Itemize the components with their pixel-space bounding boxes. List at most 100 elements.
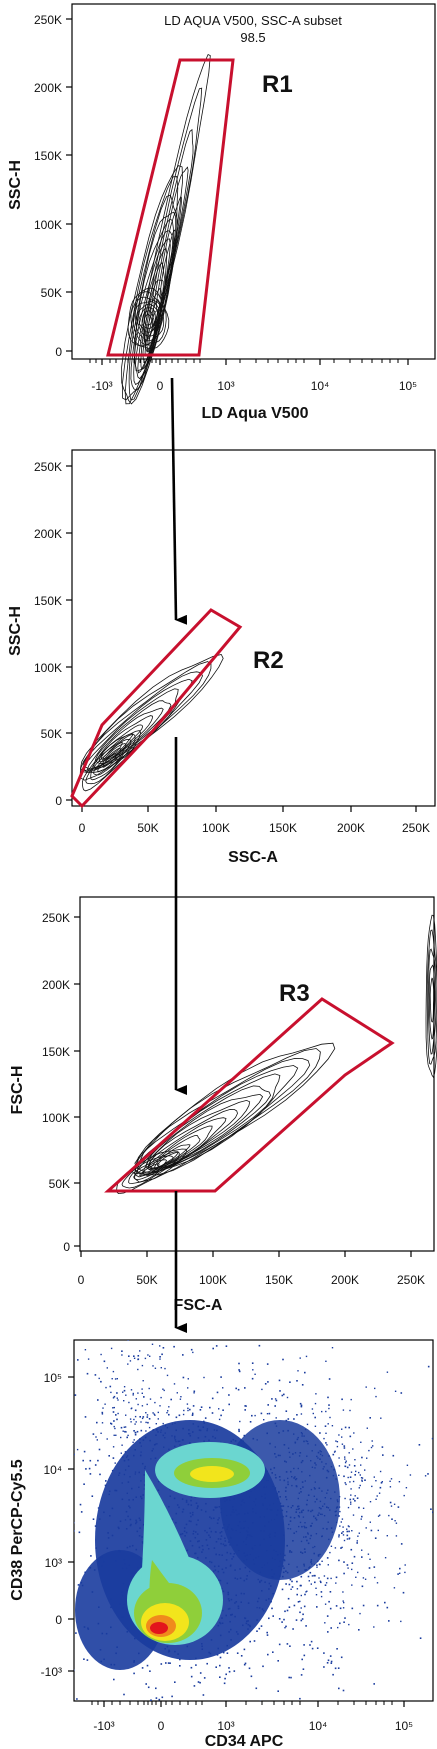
density-point	[127, 1434, 129, 1437]
y-tick-label: 50K	[41, 727, 62, 741]
density-point	[74, 1453, 75, 1456]
density-point	[299, 1323, 301, 1325]
density-point	[191, 1414, 194, 1416]
density-point	[94, 1374, 97, 1376]
y-tick-label: 10³	[45, 1556, 62, 1570]
y-tick-label: 250K	[34, 460, 62, 474]
density-point	[350, 1471, 353, 1473]
density-point	[180, 1707, 182, 1709]
y-tick-label: 10⁴	[43, 1463, 62, 1477]
density-point	[82, 1726, 84, 1728]
density-point	[228, 1670, 231, 1673]
density-point	[301, 1658, 303, 1661]
density-point	[128, 1401, 130, 1404]
density-point	[145, 1683, 147, 1685]
density-point	[339, 1607, 342, 1610]
x-tick-label: 150K	[265, 1273, 293, 1287]
density-point	[260, 1412, 263, 1415]
density-point	[154, 1414, 156, 1416]
density-point	[309, 1644, 311, 1646]
contour-line	[96, 715, 153, 765]
density-region-green	[149, 1560, 190, 1615]
density-point	[110, 1422, 112, 1424]
density-point	[296, 1593, 298, 1596]
y-tick-label: 10⁵	[44, 1371, 62, 1385]
density-point	[354, 1495, 356, 1497]
density-point	[379, 1486, 382, 1489]
density-point	[174, 1681, 176, 1683]
density-point	[303, 1605, 306, 1608]
density-point	[176, 1392, 178, 1394]
density-point	[127, 1340, 129, 1341]
density-point	[178, 1723, 180, 1725]
density-point	[320, 1581, 322, 1584]
density-point	[187, 1387, 189, 1389]
panel-4-density-plot	[31, 1312, 433, 1728]
density-point	[266, 1363, 269, 1365]
density-point	[100, 1353, 102, 1356]
panel-1-y-axis: 0 50K 100K 150K 200K 250K SSC-H	[7, 13, 62, 359]
density-point	[31, 1517, 33, 1519]
density-point	[83, 1483, 85, 1485]
density-point	[300, 1594, 302, 1597]
density-point	[91, 1495, 94, 1497]
density-point	[226, 1652, 229, 1654]
density-point	[356, 1540, 358, 1542]
density-point	[362, 1604, 365, 1607]
density-point	[145, 1430, 147, 1432]
density-point	[123, 1389, 126, 1392]
density-point	[141, 1364, 144, 1367]
density-point	[344, 1497, 346, 1500]
x-tick-label: 0	[78, 1273, 85, 1287]
density-point	[244, 1409, 246, 1411]
density-point	[55, 1571, 57, 1573]
density-point	[338, 1687, 340, 1690]
density-point	[342, 1600, 344, 1602]
density-point	[100, 1432, 102, 1434]
density-point	[193, 1392, 195, 1394]
density-point	[94, 1464, 97, 1466]
density-point	[342, 1409, 345, 1411]
density-point	[133, 1355, 135, 1357]
density-point	[76, 1448, 79, 1451]
density-point	[395, 1522, 398, 1524]
density-point	[84, 1416, 87, 1418]
density-point	[319, 1580, 322, 1582]
density-point	[315, 1594, 318, 1596]
density-point	[334, 1667, 337, 1670]
density-point	[359, 1474, 361, 1476]
density-point	[277, 1717, 279, 1719]
density-point	[366, 1427, 368, 1429]
density-point	[360, 1477, 363, 1479]
density-point	[285, 1583, 287, 1585]
density-point	[58, 1410, 60, 1412]
density-point	[346, 1466, 349, 1469]
density-point	[132, 1392, 134, 1395]
density-point	[330, 1577, 332, 1580]
density-point	[122, 1312, 123, 1313]
density-point	[32, 1493, 34, 1495]
y-tick-label: 0	[63, 1240, 70, 1254]
density-point	[374, 1576, 376, 1579]
density-point	[285, 1410, 288, 1412]
contour-line	[116, 1148, 188, 1195]
density-point	[130, 1389, 133, 1391]
density-point	[300, 1607, 302, 1609]
density-point	[351, 1562, 354, 1564]
density-point	[340, 1656, 343, 1659]
panel-3: R3 0 50K 100K 150K 200K 250K FSC-H 0 50K…	[9, 896, 437, 1314]
density-point	[157, 1411, 159, 1414]
density-point	[220, 1376, 222, 1378]
x-tick-label: 50K	[137, 821, 158, 835]
density-point	[368, 1567, 371, 1569]
density-point	[125, 1414, 127, 1416]
y-tick-label: 100K	[34, 218, 62, 232]
density-point	[159, 1356, 161, 1358]
density-point	[110, 1334, 111, 1335]
density-point	[352, 1448, 354, 1450]
contour-line	[154, 1144, 191, 1169]
density-point	[289, 1645, 291, 1647]
x-tick-label: 50K	[136, 1273, 157, 1287]
density-point	[56, 1367, 57, 1368]
density-point	[137, 1392, 139, 1394]
